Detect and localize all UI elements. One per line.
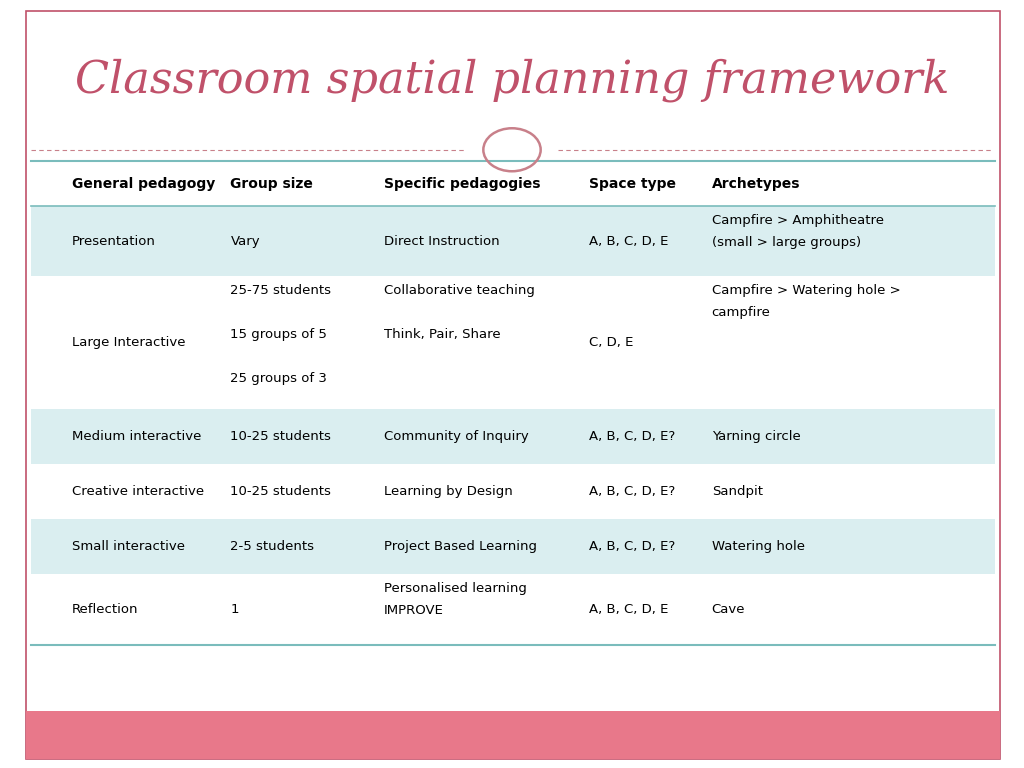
FancyBboxPatch shape — [31, 464, 995, 519]
FancyBboxPatch shape — [31, 574, 995, 645]
Text: Campfire > Amphitheatre
(small > large groups): Campfire > Amphitheatre (small > large g… — [712, 214, 884, 249]
Text: Classroom spatial planning framework: Classroom spatial planning framework — [75, 59, 949, 102]
Text: Project Based Learning: Project Based Learning — [384, 541, 537, 553]
Text: Personalised learning
IMPROVE: Personalised learning IMPROVE — [384, 582, 527, 617]
Text: 1: 1 — [230, 604, 239, 616]
FancyBboxPatch shape — [31, 161, 995, 206]
Text: A, B, C, D, E?: A, B, C, D, E? — [589, 485, 675, 498]
Text: A, B, C, D, E?: A, B, C, D, E? — [589, 430, 675, 442]
Text: 10-25 students: 10-25 students — [230, 485, 332, 498]
Text: A, B, C, D, E: A, B, C, D, E — [589, 604, 669, 616]
Text: Specific pedagogies: Specific pedagogies — [384, 177, 541, 190]
Text: Learning by Design: Learning by Design — [384, 485, 513, 498]
Text: Group size: Group size — [230, 177, 313, 190]
Text: Creative interactive: Creative interactive — [72, 485, 204, 498]
FancyBboxPatch shape — [26, 711, 1000, 759]
Text: Community of Inquiry: Community of Inquiry — [384, 430, 528, 442]
Text: Vary: Vary — [230, 235, 260, 247]
Text: Yarning circle: Yarning circle — [712, 430, 801, 442]
Text: Watering hole: Watering hole — [712, 541, 805, 553]
Text: Cave: Cave — [712, 604, 745, 616]
Text: Presentation: Presentation — [72, 235, 156, 247]
Text: Campfire > Watering hole >
campfire: Campfire > Watering hole > campfire — [712, 284, 900, 319]
Text: Space type: Space type — [589, 177, 676, 190]
Text: A, B, C, D, E?: A, B, C, D, E? — [589, 541, 675, 553]
Text: 25-75 students

15 groups of 5

25 groups of 3: 25-75 students 15 groups of 5 25 groups … — [230, 284, 332, 386]
FancyBboxPatch shape — [31, 276, 995, 409]
FancyBboxPatch shape — [31, 409, 995, 464]
Text: Archetypes: Archetypes — [712, 177, 800, 190]
Text: Collaborative teaching

Think, Pair, Share: Collaborative teaching Think, Pair, Shar… — [384, 284, 535, 341]
Text: Large Interactive: Large Interactive — [72, 336, 185, 349]
FancyBboxPatch shape — [31, 519, 995, 574]
Text: A, B, C, D, E: A, B, C, D, E — [589, 235, 669, 247]
Text: Reflection: Reflection — [72, 604, 138, 616]
Text: Sandpit: Sandpit — [712, 485, 763, 498]
Text: General pedagogy: General pedagogy — [72, 177, 215, 190]
Text: Small interactive: Small interactive — [72, 541, 184, 553]
Text: C, D, E: C, D, E — [589, 336, 633, 349]
Text: Direct Instruction: Direct Instruction — [384, 235, 500, 247]
Text: Medium interactive: Medium interactive — [72, 430, 201, 442]
Text: 10-25 students: 10-25 students — [230, 430, 332, 442]
Text: 2-5 students: 2-5 students — [230, 541, 314, 553]
FancyBboxPatch shape — [31, 206, 995, 276]
